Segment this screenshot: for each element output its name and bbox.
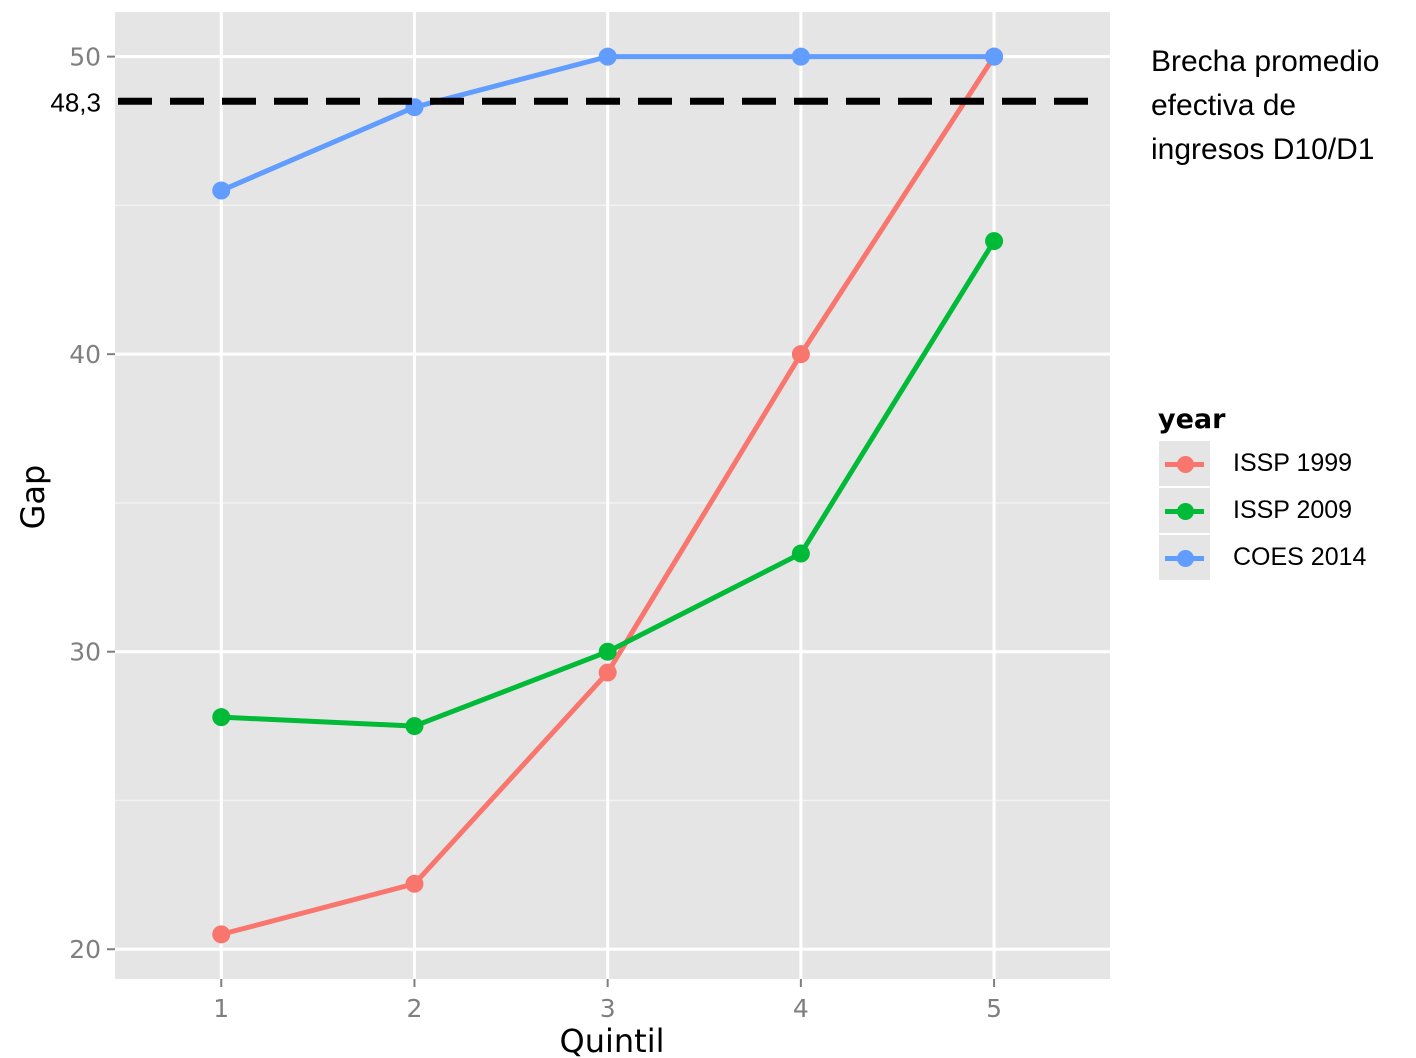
x-tick-label: 5 [986,994,1002,1023]
x-tick-label: 2 [407,994,423,1023]
legend: year ISSP 1999 ISSP 2009 COES 2014 [1158,400,1388,581]
y-tick-label: 20 [69,935,101,964]
data-point-issp-1999 [405,874,424,893]
data-point-issp-2009 [791,544,810,563]
data-point-issp-2009 [598,642,617,661]
series-issp-2009 [212,232,1004,736]
series-layer [212,47,1004,944]
reference-annotation: Brecha promedio efectiva de ingresos D10… [1151,40,1411,172]
data-point-issp-2009 [212,708,231,727]
plot-panel [115,12,1110,979]
data-point-issp-1999 [598,663,617,682]
x-axis-title: Quintil [560,1022,665,1058]
x-tick-label: 1 [213,994,229,1023]
data-point-issp-1999 [791,345,810,364]
legend-label-coes-2014: COES 2014 [1233,543,1367,571]
legend-item-issp-1999: ISSP 1999 [1158,440,1388,487]
series-coes-2014 [212,47,1004,200]
data-point-coes-2014 [212,181,231,200]
reference-line-label: 48,3 [50,87,101,117]
annotation-line-1: Brecha promedio [1151,45,1380,78]
data-point-coes-2014 [598,47,617,66]
legend-key-coes-2014 [1158,534,1211,581]
legend-item-coes-2014: COES 2014 [1158,534,1388,581]
reference-line-layer: 48,3 [50,87,1102,117]
y-axis-title: Gap [14,465,52,530]
y-axis-ticks: 20 30 40 50 [69,43,115,964]
minor-gridlines [115,204,1110,802]
legend-key-issp-1999 [1158,440,1211,487]
x-axis-ticks: 1 2 3 4 5 [213,979,1002,1023]
data-point-issp-1999 [212,925,231,944]
data-point-issp-2009 [405,717,424,736]
x-tick-label: 4 [793,994,809,1023]
data-point-issp-2009 [985,232,1004,251]
data-point-coes-2014 [985,47,1004,66]
legend-label-issp-1999: ISSP 1999 [1233,449,1353,477]
legend-key-issp-2009 [1158,487,1211,534]
legend-label-issp-2009: ISSP 2009 [1233,496,1353,524]
legend-item-issp-2009: ISSP 2009 [1158,487,1388,534]
y-tick-label: 40 [69,340,101,369]
annotation-line-3: ingresos D10/D1 [1151,133,1375,166]
x-tick-label: 3 [600,994,616,1023]
annotation-line-2: efectiva de [1151,89,1297,122]
legend-title: year [1158,404,1226,435]
data-point-coes-2014 [791,47,810,66]
y-tick-label: 50 [69,43,101,72]
y-tick-label: 30 [69,638,101,667]
